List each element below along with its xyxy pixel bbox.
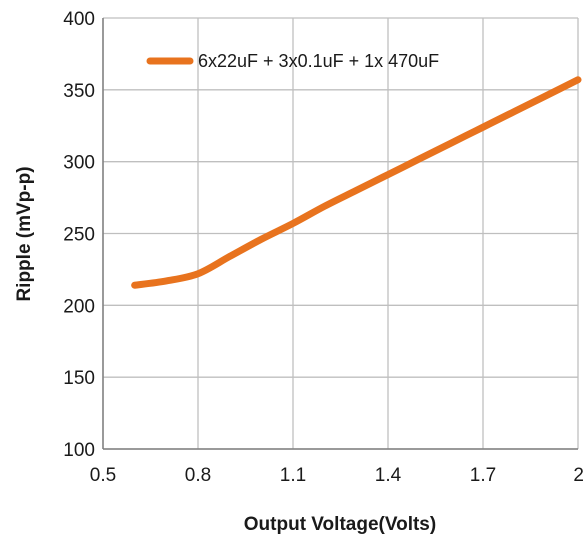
y-tick-label: 200 <box>63 296 95 317</box>
x-axis-label: Output Voltage(Volts) <box>244 514 436 535</box>
y-tick-label: 150 <box>63 368 95 389</box>
grid-lines <box>102 17 579 450</box>
legend-label: 6x22uF + 3x0.1uF + 1x 470uF <box>198 51 439 71</box>
y-tick-label: 100 <box>63 440 95 461</box>
x-tick-label: 1.7 <box>470 465 496 486</box>
tick-labels: 100 150 200 250 300 350 400 0.5 0.8 1.1 1.4 1.7 2 <box>63 9 584 486</box>
x-tick-label: 2 <box>573 465 584 486</box>
y-tick-label: 400 <box>63 9 95 30</box>
x-tick-label: 1.4 <box>375 465 402 486</box>
x-tick-label: 1.1 <box>280 465 306 486</box>
y-tick-label: 250 <box>63 225 95 246</box>
series-layer <box>131 76 582 289</box>
y-tick-label: 300 <box>63 153 95 174</box>
y-tick-label: 350 <box>63 81 95 102</box>
x-tick-label: 0.8 <box>185 465 211 486</box>
series-line <box>131 76 582 289</box>
legend: 6x22uF + 3x0.1uF + 1x 470uF <box>146 51 439 71</box>
y-axis-label: Ripple (mVp-p) <box>14 166 35 301</box>
x-tick-label: 0.5 <box>90 465 116 486</box>
